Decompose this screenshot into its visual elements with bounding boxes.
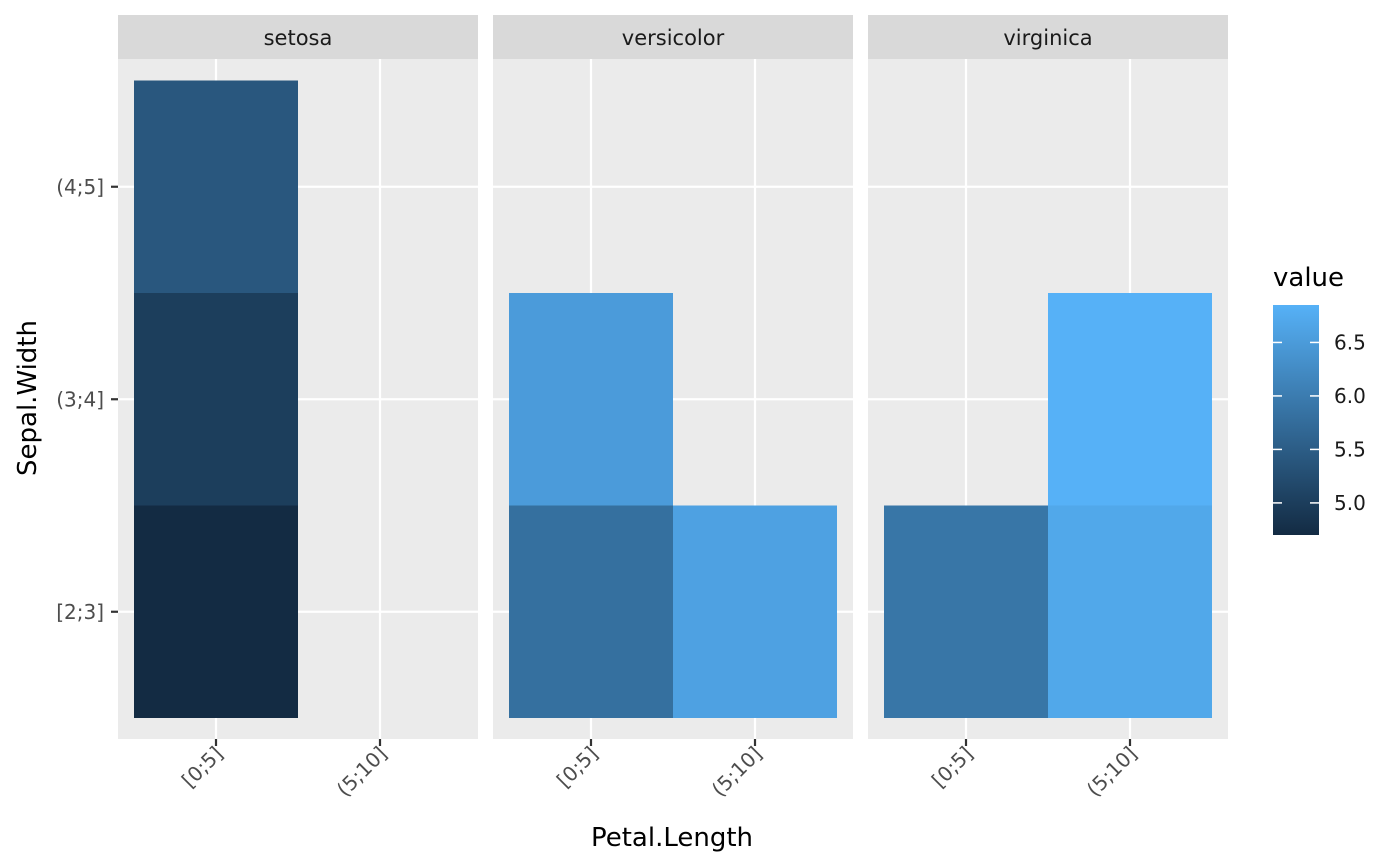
facet-strip-label: virginica bbox=[1003, 26, 1092, 50]
heatmap-cell bbox=[509, 293, 673, 506]
legend-break-label: 6.0 bbox=[1334, 384, 1366, 408]
x-tick-label: (5;10] bbox=[707, 742, 767, 802]
x-tick-label: [0;5] bbox=[927, 742, 978, 793]
y-tick-label: [2;3] bbox=[56, 600, 104, 624]
x-axis-title: Petal.Length bbox=[591, 823, 753, 853]
x-tick-label: [0;5] bbox=[177, 742, 228, 793]
y-tick-label: (3;4] bbox=[56, 387, 104, 411]
facet-strip-label: versicolor bbox=[622, 26, 725, 50]
facet-strip bbox=[493, 15, 853, 59]
facet-panel-setosa: setosa [0;5] (5;10] bbox=[118, 15, 478, 801]
heatmap-cell bbox=[673, 505, 837, 718]
x-tick-label: [0;5] bbox=[552, 742, 603, 793]
facet-strip bbox=[868, 15, 1228, 59]
facet-panel-virginica: virginica [0;5] (5;10] bbox=[868, 15, 1228, 801]
facet-panels: setosa[0;5] (5;10]versicolor[0;5] (5;10]vi… bbox=[118, 15, 1228, 801]
heatmap-cell bbox=[134, 80, 298, 293]
heatmap-cell bbox=[509, 505, 673, 718]
legend-break-label: 5.5 bbox=[1334, 437, 1366, 461]
facet-strip bbox=[118, 15, 478, 59]
legend-title: value bbox=[1273, 263, 1344, 293]
legend-break-label: 5.0 bbox=[1334, 491, 1366, 515]
heatmap-cell bbox=[1048, 293, 1212, 506]
y-axis: [2;3] (3;4] (4;5] bbox=[56, 175, 118, 624]
facet-strip-label: setosa bbox=[264, 26, 333, 50]
heatmap-cell bbox=[1048, 505, 1212, 718]
heatmap-cell bbox=[134, 293, 298, 506]
heatmap-cell bbox=[134, 505, 298, 718]
y-axis-title: Sepal.Width bbox=[13, 320, 43, 476]
color-legend: value 5.0 5.5 6.0 6.5 bbox=[1273, 263, 1366, 535]
x-tick-label: (5;10] bbox=[332, 742, 392, 802]
facet-panel-versicolor: versicolor [0;5] (5;10] bbox=[493, 15, 853, 801]
x-tick-label: (5;10] bbox=[1082, 742, 1142, 802]
y-tick-label: (4;5] bbox=[56, 175, 104, 199]
legend-break-label: 6.5 bbox=[1334, 330, 1366, 354]
heatmap-cell bbox=[884, 505, 1048, 718]
legend-colorbar bbox=[1273, 305, 1319, 535]
